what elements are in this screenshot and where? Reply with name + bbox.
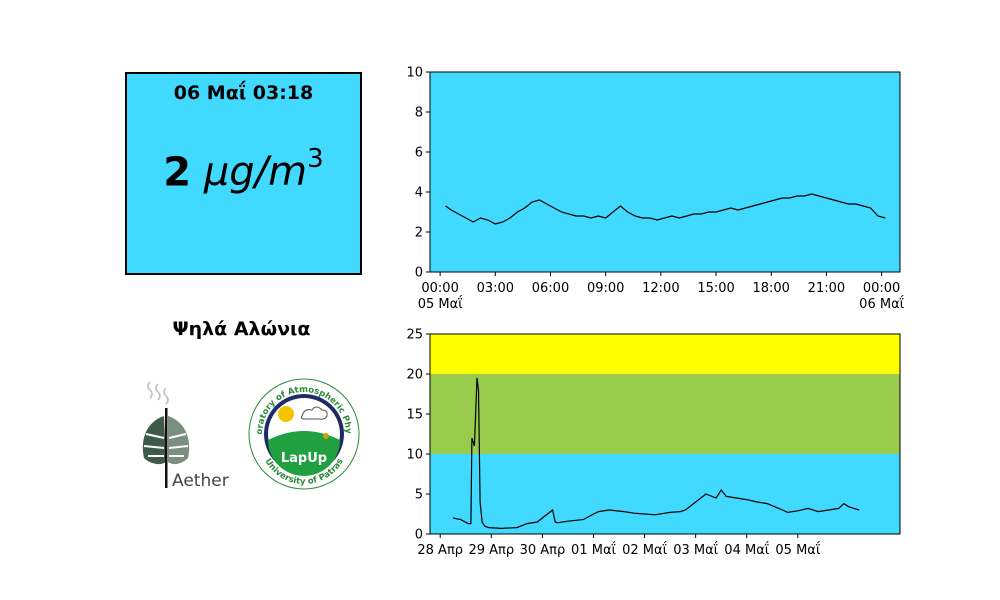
bottom-chart-series-line-0 — [452, 377, 860, 530]
bottom-chart-ytick-label: 5 — [415, 488, 423, 503]
bottom-chart-xtick-label: 01 Μαΐ — [571, 542, 616, 558]
bottom-chart-ytick-label: 20 — [406, 368, 423, 383]
reading-value: 2 μg/m3 — [127, 144, 360, 196]
lapup-seal-icon — [264, 394, 344, 476]
bottom-chart-xtick-label: 28 Απρ — [417, 543, 463, 558]
aether-logo: Aether — [142, 381, 229, 490]
top-chart-xtick-label: 15:00 — [697, 281, 734, 296]
bottom-chart-xtick-label: 02 Μαΐ — [622, 542, 667, 558]
steam-icon — [147, 381, 169, 405]
reading-number: 2 — [163, 149, 192, 196]
bottom-chart-ytick-label: 25 — [406, 328, 423, 343]
top-chart-ytick-label: 4 — [415, 186, 423, 201]
top-chart-ytick-label: 6 — [415, 146, 423, 161]
lapup-seal-text: LapUp — [281, 451, 327, 466]
top-chart-xtick-label: 12:00 — [642, 281, 679, 296]
bottom-chart-xtick-label: 03 Μαΐ — [673, 542, 718, 558]
bottom-chart-xtick-label: 05 Μαΐ — [775, 542, 820, 558]
bottom-chart-plot-frame — [429, 333, 901, 535]
lapup-seal-logo: Laboratory of Atmospheric Physics Univer… — [246, 376, 360, 490]
bottom-chart-band-2 — [430, 334, 900, 374]
top-chart-xtick-label: 09:00 — [587, 281, 624, 296]
top-chart-xtick-label: 21:00 — [808, 281, 845, 296]
top-chart-ytick-label: 8 — [415, 106, 423, 121]
top-chart-xtick-label: 00:00 — [421, 281, 458, 296]
reading-timestamp: 06 Μαΐ 03:18 — [173, 82, 314, 104]
top-chart-series-line-0 — [445, 193, 886, 225]
aether-logo-text: Aether — [172, 471, 229, 490]
reading-unit-base: μg/m — [203, 149, 308, 196]
top-chart-xtick-sublabel: 06 Μαΐ — [859, 296, 904, 312]
reading-unit-exponent: 3 — [307, 144, 324, 174]
bottom-chart-ytick-label: 10 — [406, 448, 423, 463]
top-chart-xtick-label: 06:00 — [532, 281, 569, 296]
bottom-chart-ytick-label: 15 — [406, 408, 423, 423]
top-chart-xtick-label: 00:00 — [863, 281, 900, 296]
bottom-chart-xtick-label: 29 Απρ — [468, 543, 514, 558]
bottom-chart-xtick-label: 30 Απρ — [520, 543, 566, 558]
reading-unit: μg/m3 — [203, 144, 324, 196]
bottom-chart-ytick-label: 0 — [415, 528, 423, 543]
bottom-chart-band-0 — [430, 454, 900, 534]
top-chart-xtick-sublabel: 05 Μαΐ — [418, 296, 463, 312]
top-chart-xtick-label: 03:00 — [477, 281, 514, 296]
bottom-chart-band-1 — [430, 374, 900, 454]
top-chart-plot-background — [430, 72, 900, 272]
bottom-chart-xtick-label: 04 Μαΐ — [724, 542, 769, 558]
top-chart-plot-frame — [429, 71, 901, 273]
leaf-logo-icon — [142, 408, 190, 488]
top-chart-ytick-label: 2 — [415, 226, 423, 241]
top-chart-ytick-label: 10 — [406, 66, 423, 81]
top-chart-ytick-label: 0 — [415, 266, 423, 281]
current-reading-box: 06 Μαΐ 03:18 2 μg/m3 — [125, 72, 362, 275]
top-chart-xtick-label: 18:00 — [752, 281, 789, 296]
station-name: Ψηλά Αλώνια — [172, 318, 311, 340]
